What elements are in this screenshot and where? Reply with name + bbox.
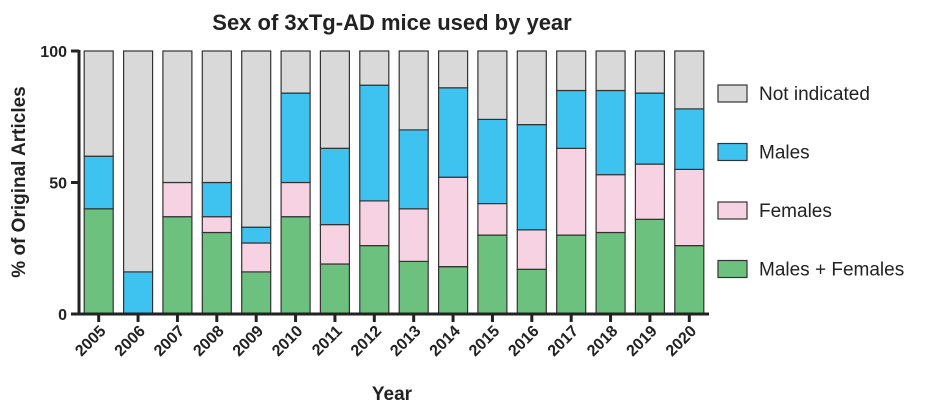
bar-males-females-2015 — [477, 234, 508, 315]
bar-males-2009 — [241, 226, 272, 244]
bar-not-indicated-2007 — [162, 50, 193, 184]
bar-males-2005 — [83, 155, 114, 210]
legend-label: Females — [759, 201, 832, 222]
legend-swatch-females — [717, 201, 748, 220]
bar-males-females-2009 — [241, 271, 272, 315]
bar-not-indicated-2010 — [280, 50, 311, 94]
bar-females-2012 — [359, 200, 390, 247]
chart-title: Sex of 3xTg-AD mice used by year — [212, 10, 572, 35]
bar-not-indicated-2012 — [359, 50, 390, 86]
bar-males-2008 — [201, 181, 232, 218]
bar-males-2020 — [674, 108, 705, 171]
x-tick-label-2018: 2018 — [584, 323, 621, 360]
bar-females-2008 — [201, 216, 232, 234]
y-axis-label: % of Original Articles — [9, 86, 30, 277]
bar-males-females-2010 — [280, 216, 311, 315]
x-tick-label-2006: 2006 — [112, 323, 149, 360]
x-tick-label-2005: 2005 — [72, 323, 109, 360]
x-axis-label: Year — [372, 384, 413, 405]
bar-females-2015 — [477, 202, 508, 236]
bar-males-females-2016 — [516, 268, 547, 315]
bar-females-2017 — [556, 147, 587, 236]
bar-males-2019 — [634, 92, 666, 165]
bar-males-2017 — [556, 89, 587, 150]
x-tick-label-2015: 2015 — [466, 323, 503, 360]
bar-not-indicated-2017 — [556, 50, 587, 92]
bar-males-females-2018 — [595, 231, 626, 315]
bar-males-females-2007 — [162, 216, 193, 315]
bar-not-indicated-2014 — [438, 50, 469, 89]
bar-not-indicated-2009 — [241, 50, 272, 228]
bar-not-indicated-2019 — [634, 50, 666, 94]
bar-females-2018 — [595, 174, 626, 234]
bar-not-indicated-2011 — [319, 50, 350, 149]
legend-label: Males — [759, 143, 810, 164]
bar-females-2009 — [241, 242, 272, 273]
x-tick-label-2019: 2019 — [624, 323, 661, 360]
bar-not-indicated-2008 — [201, 50, 232, 184]
bar-males-2018 — [595, 89, 626, 176]
bar-females-2007 — [162, 181, 193, 218]
y-tick-label: 50 — [49, 176, 67, 193]
legend-label: Males + Females — [759, 260, 904, 281]
bar-not-indicated-2018 — [595, 50, 626, 92]
bar-not-indicated-2006 — [122, 50, 154, 273]
bar-females-2016 — [516, 229, 547, 270]
y-tick-label: 100 — [40, 44, 67, 61]
bar-females-2020 — [674, 168, 705, 247]
bar-not-indicated-2015 — [477, 50, 508, 121]
y-tick-label: 0 — [58, 307, 67, 324]
bar-males-females-2020 — [674, 245, 705, 315]
x-tick-label-2010: 2010 — [269, 323, 306, 360]
x-tick-label-2007: 2007 — [151, 323, 188, 360]
bar-not-indicated-2005 — [83, 50, 114, 157]
x-tick-label-2013: 2013 — [387, 323, 424, 360]
bar-males-females-2011 — [319, 263, 350, 315]
bar-males-females-2019 — [634, 218, 666, 315]
bar-not-indicated-2016 — [516, 50, 547, 126]
bar-males-2006 — [122, 271, 154, 315]
bar-males-2011 — [319, 147, 350, 226]
legend-swatch-males-females — [717, 259, 748, 279]
bar-males-2014 — [438, 87, 469, 178]
bar-females-2019 — [634, 163, 666, 220]
x-tick-label-2011: 2011 — [309, 323, 346, 360]
bar-males-2010 — [280, 92, 311, 184]
x-tick-label-2014: 2014 — [427, 323, 464, 360]
bar-males-females-2013 — [398, 260, 429, 315]
bar-females-2014 — [438, 176, 469, 268]
legend-label: Not indicated — [759, 84, 870, 105]
x-tick-label-2020: 2020 — [663, 323, 700, 360]
bar-males-2015 — [477, 118, 508, 205]
legend-swatch-not-indicated — [717, 84, 748, 103]
x-tick-label-2016: 2016 — [505, 323, 542, 360]
bar-males-females-2014 — [438, 266, 469, 315]
bar-males-2012 — [359, 84, 390, 202]
bar-females-2011 — [319, 224, 350, 265]
x-tick-label-2017: 2017 — [545, 323, 582, 360]
bar-males-females-2005 — [83, 208, 114, 315]
x-tick-label-2008: 2008 — [190, 323, 227, 360]
x-tick-label-2012: 2012 — [348, 323, 385, 360]
bar-males-2013 — [398, 129, 429, 210]
bar-not-indicated-2020 — [674, 50, 705, 110]
bar-males-females-2017 — [556, 234, 587, 315]
legend: Not indicated Males Females Males + Females — [717, 84, 904, 281]
bar-females-2013 — [398, 208, 429, 263]
bar-males-2016 — [516, 123, 547, 231]
bar-not-indicated-2013 — [398, 50, 429, 131]
legend-swatch-males — [717, 142, 748, 162]
bar-males-females-2008 — [201, 231, 232, 315]
x-tick-label-2009: 2009 — [230, 323, 267, 360]
bar-females-2010 — [280, 181, 311, 218]
bar-males-females-2012 — [359, 245, 390, 315]
